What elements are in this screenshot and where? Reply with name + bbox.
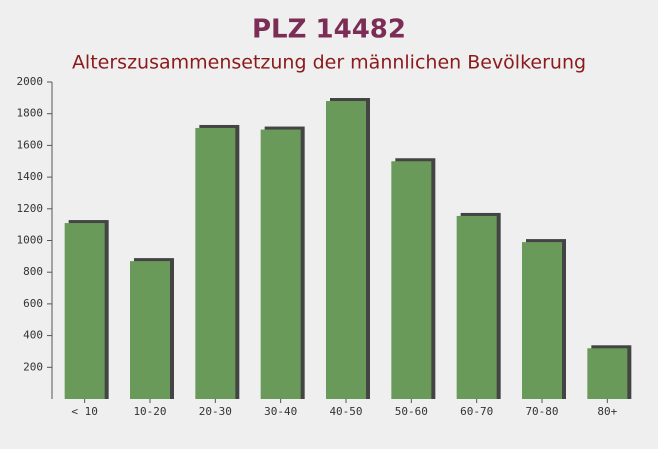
y-tick-label: 2000 — [17, 75, 44, 88]
y-tick-label: 1800 — [17, 107, 44, 120]
bar — [130, 261, 170, 399]
x-tick-label: 80+ — [597, 405, 617, 418]
x-tick-label: 40-50 — [329, 405, 362, 418]
x-tick-label: 30-40 — [264, 405, 297, 418]
y-tick-label: 200 — [23, 360, 43, 373]
chart-title: PLZ 14482 — [252, 15, 406, 45]
x-tick-label: 60-70 — [460, 405, 493, 418]
x-tick-label: 70-80 — [525, 405, 558, 418]
bar — [326, 101, 366, 400]
y-tick-label: 1200 — [17, 202, 44, 215]
bar — [522, 242, 562, 399]
y-tick-label: 600 — [23, 297, 43, 310]
x-tick-label: 10-20 — [133, 405, 166, 418]
bar — [64, 223, 105, 399]
y-tick-label: 1400 — [17, 170, 44, 183]
x-tick-label: 50-60 — [395, 405, 428, 418]
bar — [391, 161, 432, 399]
x-tick-label: 20-30 — [199, 405, 232, 418]
bar — [587, 348, 628, 399]
bar — [260, 129, 301, 400]
y-tick-label: 1000 — [17, 234, 44, 247]
bar — [195, 127, 236, 399]
y-tick-label: 400 — [23, 329, 43, 342]
y-tick-label: 800 — [23, 265, 43, 278]
x-tick-label: < 10 — [71, 405, 98, 418]
chart-subtitle: Alterszusammensetzung der männlichen Bev… — [72, 52, 586, 74]
bar — [456, 215, 497, 399]
y-tick-label: 1600 — [17, 138, 44, 151]
